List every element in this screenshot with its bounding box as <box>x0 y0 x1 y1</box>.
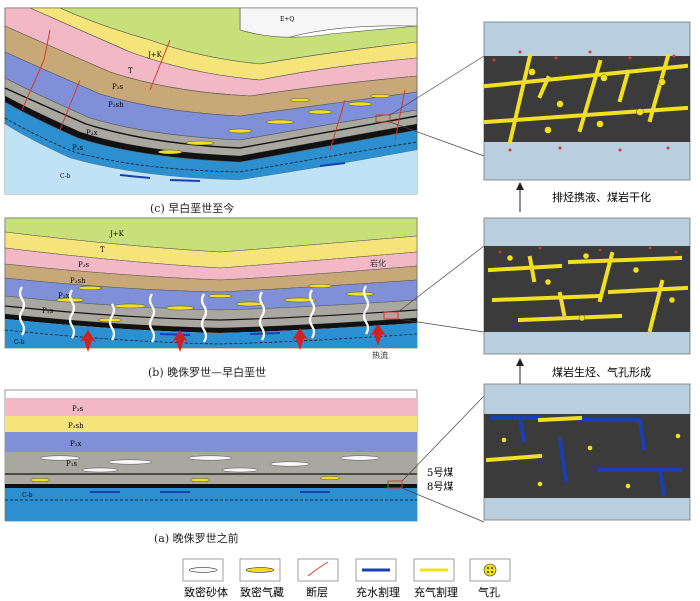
label-b-jk: J+K <box>109 230 125 238</box>
legend-label-fault: 断层 <box>306 585 328 599</box>
migration-paths-b <box>18 285 370 343</box>
tight-sand-lenses-a <box>39 455 381 473</box>
panel-c-cross-section: E+Q J+K T P₃s P₂sh P₂x P₁s C-b <box>4 7 418 195</box>
label-b-heat: 热流 <box>372 350 388 360</box>
label-a-p3s: P₃s <box>72 405 84 413</box>
layer-a-p2x <box>5 432 417 452</box>
label-c-p2x: P₂x <box>86 129 98 137</box>
label-b-cb: C-b <box>14 339 25 346</box>
legend-label-gas-pore: 气孔 <box>478 585 500 599</box>
label-coal-5: 5号煤 <box>427 466 453 479</box>
legend-label-tight-sand: 致密砂体 <box>184 585 228 599</box>
legend-label-gas-cleat: 充气割理 <box>414 585 458 599</box>
label-c-p3s: P₃s <box>112 83 124 91</box>
layer-a-p2sh <box>5 416 417 432</box>
label-b-p2sh: P₂sh <box>70 277 86 285</box>
panel-a-cross-section: P₃s P₂sh P₂x P₁s C-b <box>4 389 418 522</box>
label-c-jk: J+K <box>147 51 163 59</box>
label-b-p3s: P₃s <box>78 261 90 269</box>
label-b-t: T <box>100 246 105 254</box>
caption-c: (c) 早白垩世至今 <box>150 202 235 215</box>
gas-lenses-a <box>29 476 341 483</box>
faults-c <box>21 29 406 151</box>
label-a-cb: C-b <box>22 492 33 499</box>
label-a-p2sh: P₂sh <box>68 422 84 430</box>
label-c-t: T <box>128 67 133 75</box>
heat-flow-arrows <box>80 324 386 352</box>
label-b-p2x: P₂x <box>58 292 70 300</box>
gas-lenses-b <box>55 284 375 323</box>
zoom-a <box>483 383 691 521</box>
label-b-diagenesis: 岩化 <box>370 258 386 268</box>
coal-seam-a <box>5 484 417 488</box>
layer-a-cb <box>5 488 417 521</box>
zoom-c <box>483 21 691 181</box>
layer-a-p3s <box>5 398 417 416</box>
water-cleats-c <box>119 162 346 182</box>
legend: 致密砂体 致密气藏 断层 充水割理 充气割理 气孔 <box>182 558 511 599</box>
label-c-eq: E+Q <box>280 16 294 23</box>
legend-label-tight-gas: 致密气藏 <box>240 585 284 599</box>
layer-b-cb <box>5 319 417 348</box>
label-c-p2sh: P₂sh <box>108 101 124 109</box>
label-coal-8: 8号煤 <box>427 480 453 493</box>
caption-b: (b) 晚侏罗世—早白垩世 <box>148 366 267 379</box>
arrow-up-2 <box>516 358 524 386</box>
panel-b-cross-section: J+K T P₃s P₂sh P₂x P₁s C-b 岩化 热流 <box>4 217 418 360</box>
legend-label-water-cleat: 充水割理 <box>356 585 400 599</box>
basement-c <box>5 124 417 194</box>
label-c-cb: C-b <box>60 173 71 180</box>
label-b-p1s: P₁s <box>42 307 54 315</box>
process-b: 煤岩生烃、气孔形成 <box>552 365 651 379</box>
zoom-b <box>483 217 691 355</box>
label-a-p2x: P₂x <box>70 440 82 448</box>
label-c-p1s: P₁s <box>72 144 84 152</box>
coal-seam-c <box>5 96 417 162</box>
caption-a: (a) 晚侏罗世之前 <box>154 532 239 545</box>
gas-lenses-c <box>157 93 391 155</box>
process-c: 排烃携液、煤岩干化 <box>552 190 651 204</box>
label-a-p1s: P₁s <box>66 460 78 468</box>
arrow-up-1 <box>516 182 524 212</box>
